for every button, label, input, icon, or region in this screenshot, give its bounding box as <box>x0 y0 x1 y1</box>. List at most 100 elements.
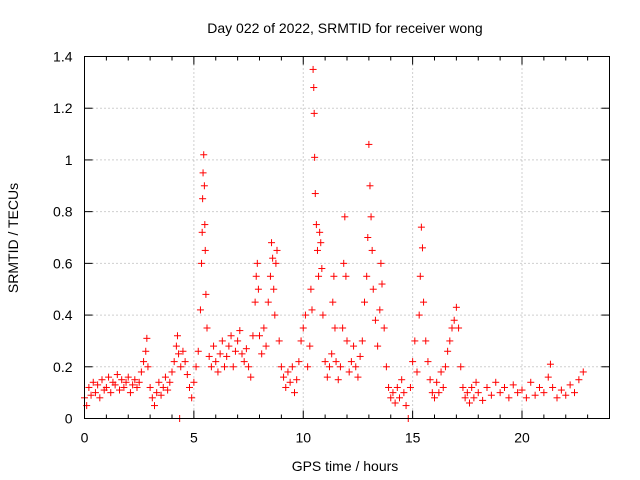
data-point <box>102 383 110 391</box>
data-point <box>199 195 207 203</box>
data-point <box>172 342 180 350</box>
data-point <box>223 352 231 360</box>
data-point <box>124 373 132 381</box>
data-point <box>415 311 423 319</box>
data-point <box>196 306 204 314</box>
data-point <box>380 324 388 332</box>
data-point <box>343 337 351 345</box>
data-point <box>202 290 210 298</box>
data-point <box>406 383 414 391</box>
data-point <box>198 259 206 267</box>
data-point <box>207 363 215 371</box>
data-point <box>479 396 487 404</box>
data-point <box>468 383 476 391</box>
data-point <box>200 151 208 159</box>
data-point <box>137 368 145 376</box>
data-point <box>409 358 417 366</box>
data-point <box>234 337 242 345</box>
data-point <box>330 272 338 280</box>
data-point <box>461 394 469 402</box>
data-point <box>382 363 390 371</box>
data-point <box>331 324 339 332</box>
data-point <box>183 371 191 379</box>
data-point <box>175 350 183 358</box>
data-point <box>277 363 285 371</box>
data-point <box>282 383 290 391</box>
data-point <box>87 391 95 399</box>
data-point <box>313 246 321 254</box>
data-point <box>229 363 237 371</box>
data-point <box>270 285 278 293</box>
data-point <box>536 383 543 391</box>
data-point <box>118 376 126 384</box>
data-point <box>271 311 279 319</box>
data-point <box>85 383 93 391</box>
data-point <box>198 228 206 236</box>
data-point <box>242 345 250 353</box>
data-point <box>122 378 130 386</box>
y-tick-label: 0.6 <box>53 255 73 271</box>
data-point <box>284 368 292 376</box>
data-point <box>470 394 478 402</box>
data-point <box>326 363 333 371</box>
data-point <box>332 358 340 366</box>
data-point <box>354 373 362 381</box>
data-point <box>411 337 419 345</box>
data-point <box>306 342 314 350</box>
data-point <box>374 342 382 350</box>
data-point <box>393 383 401 391</box>
data-point <box>273 246 281 254</box>
data-point <box>474 389 482 397</box>
data-point <box>328 350 336 358</box>
data-point <box>135 378 143 386</box>
data-point <box>420 298 428 306</box>
data-point <box>366 182 374 190</box>
data-point <box>389 389 397 397</box>
data-point <box>371 316 379 324</box>
data-point <box>321 358 329 366</box>
data-points <box>81 65 587 422</box>
data-point <box>496 389 504 397</box>
data-point <box>418 244 426 252</box>
plot-frame <box>84 56 610 419</box>
data-point <box>361 298 368 306</box>
data-point <box>140 358 148 366</box>
data-point <box>153 389 161 397</box>
data-point <box>424 358 432 366</box>
data-point <box>186 383 193 391</box>
data-point <box>387 394 395 402</box>
data-point <box>268 239 276 247</box>
x-tick-label: 0 <box>81 430 89 446</box>
data-point <box>437 368 445 376</box>
data-point <box>269 254 277 262</box>
y-tick-label: 1 <box>65 152 73 168</box>
data-point <box>164 386 172 394</box>
data-point <box>501 383 508 391</box>
data-point <box>444 347 452 355</box>
data-point <box>304 363 312 371</box>
y-tick-label: 1.4 <box>53 49 73 65</box>
data-point <box>96 394 104 402</box>
data-point <box>385 383 393 391</box>
data-point <box>266 272 274 280</box>
data-point <box>398 376 406 384</box>
data-point <box>166 378 174 386</box>
data-point <box>231 347 239 355</box>
data-point <box>448 324 456 332</box>
data-point <box>579 368 587 376</box>
data-point <box>544 373 552 381</box>
data-point <box>487 391 495 399</box>
data-point <box>391 399 399 407</box>
data-point <box>275 337 283 345</box>
data-point <box>295 358 303 366</box>
data-point <box>459 383 467 391</box>
data-point <box>293 376 301 384</box>
data-point <box>417 223 425 231</box>
y-tick-label: 0.4 <box>53 307 73 323</box>
data-point <box>297 337 305 345</box>
data-point <box>336 363 344 371</box>
x-tick-label: 10 <box>295 430 311 446</box>
chart-title: Day 022 of 2022, SRMTID for receiver won… <box>207 20 482 36</box>
data-point <box>575 376 583 384</box>
data-point <box>441 363 449 371</box>
